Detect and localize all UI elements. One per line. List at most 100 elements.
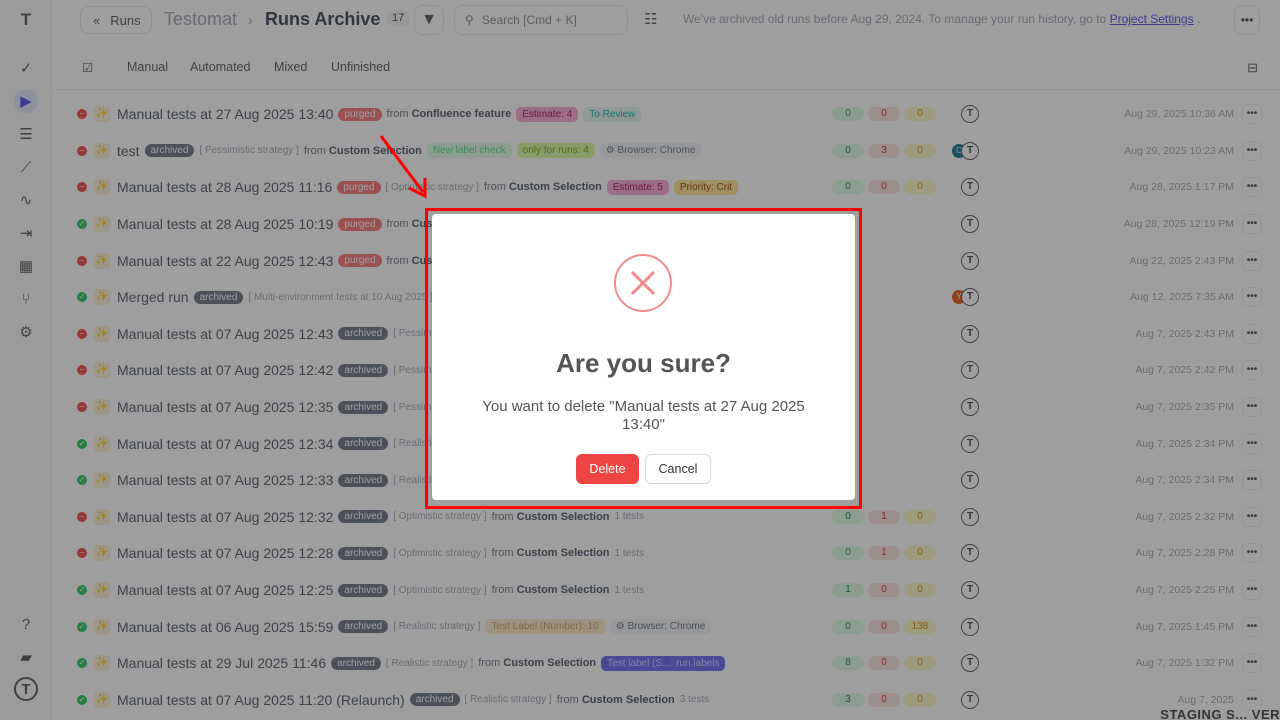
branch-icon[interactable]: ⑂ [21, 290, 31, 308]
row-more-button[interactable]: ••• [1242, 470, 1262, 491]
manual-run-icon: ✨ [94, 289, 110, 306]
user-avatar[interactable]: T [14, 677, 38, 701]
status-badge: purged [338, 107, 382, 121]
run-strategy: [ Optimistic strategy ] [393, 584, 487, 596]
row-more-button[interactable]: ••• [1242, 397, 1262, 418]
testomat-avatar: T [961, 288, 979, 307]
run-title[interactable]: Manual tests at 07 Aug 2025 12:33 [117, 472, 334, 489]
skipped-count: 0 [904, 692, 936, 707]
tests-count: 1 tests [614, 584, 644, 596]
run-row[interactable]: ✓ ✨ Manual tests at 07 Aug 2025 12:25 ar… [52, 572, 1280, 609]
passed-count: 8 [832, 656, 864, 671]
check-icon[interactable]: ✓ [19, 60, 33, 77]
run-label: New label check [426, 143, 512, 159]
run-row[interactable]: − ✨ Manual tests at 27 Aug 2025 13:40 pu… [52, 96, 1280, 133]
run-label: Test Label (Number): 10 [485, 619, 605, 635]
run-title[interactable]: Manual tests at 07 Aug 2025 12:32 [117, 508, 334, 525]
run-row[interactable]: ✓ ✨ Manual tests at 29 Jul 2025 11:46 ar… [52, 645, 1280, 682]
run-title[interactable]: Manual tests at 07 Aug 2025 12:43 [117, 325, 334, 342]
run-row[interactable]: − ✨ Manual tests at 07 Aug 2025 12:43 ar… [52, 316, 1280, 353]
failed-count: 0 [868, 692, 900, 707]
analytics-icon[interactable]: ⟋ [20, 158, 32, 176]
failed-status-icon: − [77, 511, 87, 522]
run-title[interactable]: Manual tests at 06 Aug 2025 15:59 [117, 618, 334, 635]
row-more-button[interactable]: ••• [1242, 140, 1262, 161]
filter-button[interactable]: ▼ [414, 5, 444, 35]
select-all-icon[interactable]: ☑ [82, 61, 94, 75]
run-title[interactable]: Manual tests at 07 Aug 2025 12:25 [117, 582, 334, 599]
run-title[interactable]: Manual tests at 22 Aug 2025 12:43 [117, 252, 334, 269]
manual-run-icon: ✨ [94, 325, 110, 342]
manual-run-icon: ✨ [94, 618, 110, 635]
search-input[interactable]: ⚲ Search [Cmd + K] [454, 5, 628, 35]
run-title[interactable]: Manual tests at 07 Aug 2025 12:28 [117, 545, 334, 562]
run-row[interactable]: ✓ ✨ Manual tests at 07 Aug 2025 11:20 (R… [52, 682, 1280, 719]
run-strategy: [ Optimistic strategy ] [385, 181, 479, 193]
help-icon[interactable]: ? [21, 615, 31, 633]
row-more-button[interactable]: ••• [1242, 214, 1262, 235]
projects-icon[interactable]: ▰ [20, 649, 32, 666]
runs-icon[interactable]: ▶ [14, 89, 38, 113]
run-title[interactable]: Manual tests at 27 Aug 2025 13:40 [117, 106, 334, 123]
row-more-button[interactable]: ••• [1242, 287, 1262, 308]
run-row[interactable]: − ✨ Manual tests at 07 Aug 2025 12:32 ar… [52, 499, 1280, 536]
reports-icon[interactable]: ▦ [18, 258, 34, 275]
run-title[interactable]: Manual tests at 07 Aug 2025 12:35 [117, 399, 334, 416]
row-more-button[interactable]: ••• [1242, 177, 1262, 198]
delete-button[interactable]: Delete [576, 454, 639, 484]
run-title[interactable]: Manual tests at 28 Aug 2025 10:19 [117, 216, 334, 233]
settings-sliders-icon[interactable]: ☷ [644, 11, 658, 28]
run-row[interactable]: − ✨ Manual tests at 07 Aug 2025 12:28 ar… [52, 535, 1280, 572]
run-row[interactable]: ✓ ✨ Merged run archived [ Multi-environme… [52, 279, 1280, 316]
row-more-button[interactable]: ••• [1242, 360, 1262, 381]
run-row[interactable]: ✓ ✨ Manual tests at 07 Aug 2025 12:33 ar… [52, 462, 1280, 499]
settings-icon[interactable]: ⚙ [19, 324, 33, 341]
project-settings-link[interactable]: Project Settings [1109, 12, 1194, 26]
run-title[interactable]: test [117, 142, 140, 159]
cancel-button[interactable]: Cancel [645, 454, 711, 484]
tests-count: 1 tests [614, 547, 644, 559]
logo-icon[interactable]: T [20, 10, 32, 29]
testomat-avatar: T [961, 361, 979, 380]
run-row[interactable]: ✓ ✨ Manual tests at 07 Aug 2025 12:34 ar… [52, 425, 1280, 462]
row-more-button[interactable]: ••• [1242, 323, 1262, 344]
page-title: Runs Archive [265, 9, 381, 29]
run-title[interactable]: Manual tests at 28 Aug 2025 11:16 [117, 179, 333, 196]
row-more-button[interactable]: ••• [1242, 689, 1262, 710]
row-more-button[interactable]: ••• [1242, 616, 1262, 637]
breadcrumb-project[interactable]: Testomat [164, 9, 238, 29]
run-title[interactable]: Manual tests at 07 Aug 2025 11:20 (Relau… [117, 691, 405, 708]
row-more-button[interactable]: ••• [1242, 104, 1262, 125]
tab-mixed[interactable]: Mixed [274, 60, 308, 74]
pulse-icon[interactable]: ∿ [19, 192, 33, 209]
run-row[interactable]: − ✨ Manual tests at 28 Aug 2025 11:16 pu… [52, 169, 1280, 206]
row-more-button[interactable]: ••• [1242, 506, 1262, 527]
passed-count: 0 [832, 107, 864, 122]
back-to-runs-button[interactable]: « Runs [80, 6, 152, 34]
row-more-button[interactable]: ••• [1242, 433, 1262, 454]
run-title[interactable]: Manual tests at 29 Jul 2025 11:46 [117, 655, 327, 672]
more-options-button[interactable]: ••• [1234, 5, 1260, 35]
tree-view-icon[interactable]: ⊟ [1247, 60, 1258, 75]
confirm-delete-dialog: Are you sure? You want to delete "Manual… [432, 214, 855, 500]
run-title[interactable]: Manual tests at 07 Aug 2025 12:34 [117, 435, 334, 452]
import-icon[interactable]: ⇥ [19, 225, 33, 242]
run-title[interactable]: Manual tests at 07 Aug 2025 12:42 [117, 362, 334, 379]
row-more-button[interactable]: ••• [1242, 580, 1262, 601]
run-strategy: [ Optimistic strategy ] [393, 511, 487, 523]
testomat-avatar: T [961, 324, 979, 343]
from-prefix: from [491, 510, 514, 523]
run-label: To Review [583, 106, 642, 122]
row-more-button[interactable]: ••• [1242, 543, 1262, 564]
manual-run-icon: ✨ [94, 508, 110, 525]
tab-manual[interactable]: Manual [127, 60, 168, 74]
tab-automated[interactable]: Automated [190, 60, 251, 74]
run-title[interactable]: Merged run [117, 289, 189, 306]
plans-icon[interactable]: ☰ [19, 126, 33, 143]
row-more-button[interactable]: ••• [1242, 653, 1262, 674]
failed-count: 0 [868, 656, 900, 671]
tab-unfinished[interactable]: Unfinished [331, 60, 391, 74]
run-row[interactable]: ✓ ✨ Manual tests at 06 Aug 2025 15:59 ar… [52, 608, 1280, 645]
row-more-button[interactable]: ••• [1242, 250, 1262, 271]
run-row[interactable]: − ✨ test archived [ Pessimistic strategy … [52, 133, 1280, 170]
